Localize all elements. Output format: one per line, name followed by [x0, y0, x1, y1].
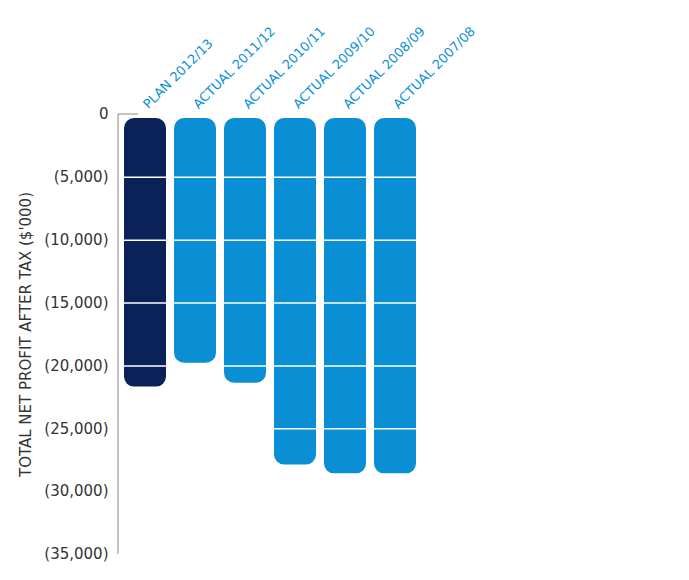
svg-text:PLAN 2012/13: PLAN 2012/13: [140, 35, 216, 112]
svg-text:(15,000): (15,000): [44, 294, 108, 312]
svg-text:(10,000): (10,000): [44, 231, 108, 249]
svg-text:ACTUAL 2009/10: ACTUAL 2009/10: [290, 24, 378, 112]
svg-text:0: 0: [99, 105, 109, 123]
svg-text:ACTUAL 2007/08: ACTUAL 2007/08: [390, 24, 478, 112]
svg-text:TOTAL NET PROFIT AFTER TAX ($': TOTAL NET PROFIT AFTER TAX ($'000): [17, 192, 35, 478]
svg-text:(25,000): (25,000): [44, 420, 108, 438]
svg-text:ACTUAL 2010/11: ACTUAL 2010/11: [240, 24, 328, 112]
svg-text:(35,000): (35,000): [44, 545, 108, 563]
svg-text:(5,000): (5,000): [54, 168, 109, 186]
svg-text:ACTUAL 2008/09: ACTUAL 2008/09: [340, 24, 428, 112]
svg-text:(30,000): (30,000): [44, 482, 108, 500]
svg-text:ACTUAL 2011/12: ACTUAL 2011/12: [190, 24, 278, 112]
svg-text:(20,000): (20,000): [44, 357, 108, 375]
